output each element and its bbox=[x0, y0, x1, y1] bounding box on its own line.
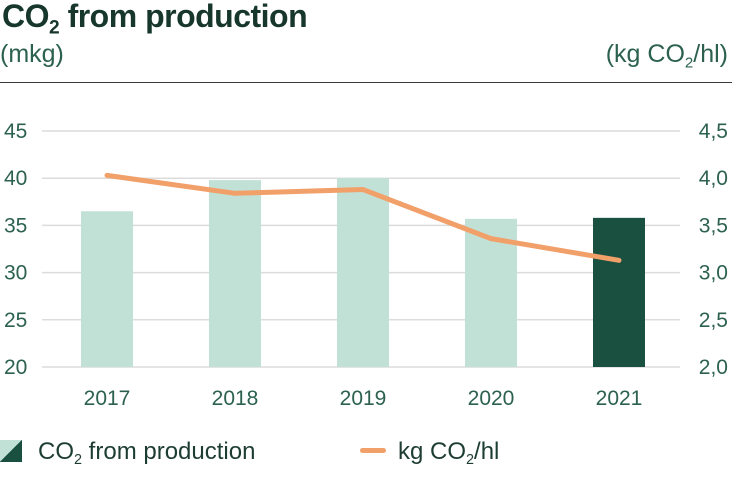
bar bbox=[337, 178, 389, 367]
bar bbox=[593, 217, 645, 367]
x-tick-label: 2021 bbox=[596, 387, 643, 410]
bar-swatch-icon bbox=[0, 440, 22, 462]
left-tick-label: 20 bbox=[4, 356, 27, 379]
chart-title: CO2 from production bbox=[2, 0, 308, 39]
bar bbox=[81, 211, 133, 367]
left-tick-label: 25 bbox=[4, 309, 27, 332]
bar bbox=[209, 180, 261, 367]
legend-item-line: kg CO2/hl bbox=[360, 438, 499, 467]
line-point bbox=[233, 191, 237, 195]
line-point bbox=[617, 258, 621, 262]
right-tick-label: 3,5 bbox=[699, 214, 728, 237]
x-tick-label: 2019 bbox=[340, 387, 387, 410]
left-tick-label: 35 bbox=[4, 214, 27, 237]
line-point bbox=[489, 237, 493, 241]
right-tick-label: 4,0 bbox=[699, 167, 728, 190]
right-tick-label: 2,0 bbox=[699, 356, 728, 379]
right-tick-label: 4,5 bbox=[699, 120, 728, 143]
left-tick-label: 45 bbox=[4, 120, 27, 143]
x-tick-label: 2020 bbox=[468, 387, 515, 410]
legend-item-bars: CO2 from production bbox=[0, 438, 255, 467]
left-axis-unit: (mkg) bbox=[0, 40, 64, 68]
right-tick-label: 3,0 bbox=[699, 262, 728, 285]
line-swatch-icon bbox=[360, 448, 386, 453]
right-axis-unit: (kg CO2/hl) bbox=[605, 40, 728, 72]
line-point bbox=[361, 188, 365, 192]
header-divider bbox=[0, 82, 732, 83]
left-tick-label: 40 bbox=[4, 167, 27, 190]
right-tick-label: 2,5 bbox=[699, 309, 728, 332]
left-tick-label: 30 bbox=[4, 262, 27, 285]
line-point bbox=[105, 173, 109, 177]
x-tick-label: 2017 bbox=[84, 387, 131, 410]
x-tick-label: 2018 bbox=[212, 387, 259, 410]
